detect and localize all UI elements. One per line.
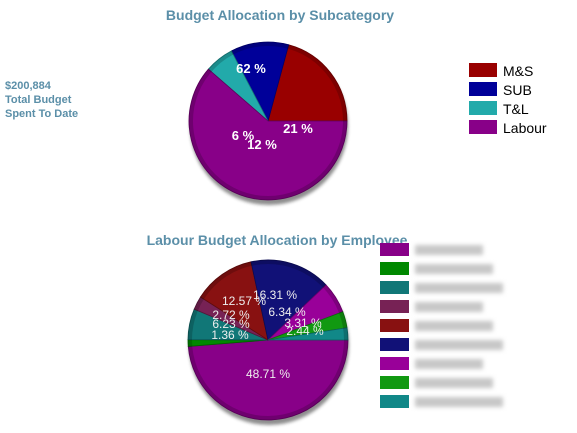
legend-swatch bbox=[469, 82, 497, 96]
pie-data-label: 1.36 % bbox=[211, 328, 249, 342]
pie1-slices bbox=[188, 41, 348, 201]
total-budget-label: Total Budget bbox=[5, 94, 72, 106]
pie-data-label: 2.72 % bbox=[212, 308, 250, 322]
legend-item bbox=[380, 243, 483, 256]
pie2-data-labels: 48.71 % 1.36 %6.23 %2.72 %12.57 %16.31 % 6… bbox=[211, 288, 324, 381]
pie-slice bbox=[199, 261, 269, 341]
pie1-data-labels: 21 % 12 %6 % 62 % bbox=[232, 61, 313, 152]
legend-swatch bbox=[380, 395, 409, 408]
legend-item bbox=[380, 319, 493, 332]
legend-item: Labour bbox=[469, 120, 547, 136]
pie-slice bbox=[188, 68, 348, 201]
legend-swatch bbox=[380, 262, 409, 275]
legend-swatch bbox=[380, 243, 409, 256]
total-budget-summary: $200,884 Total Budget Spent To Date bbox=[5, 80, 78, 120]
pie-slice bbox=[267, 44, 348, 122]
legend-label-obscured bbox=[415, 264, 493, 274]
subcategory-pie-chart: Budget Allocation by Subcategory 21 % 12 … bbox=[166, 7, 547, 205]
legend-item bbox=[380, 281, 503, 294]
legend-item bbox=[380, 262, 493, 275]
pie-data-label: 6.23 % bbox=[212, 317, 250, 331]
employee-pie-chart: Labour Budget Allocation by Employee 48.… bbox=[147, 232, 503, 425]
pie-data-label: 12.57 % bbox=[222, 294, 266, 308]
pie-slice bbox=[267, 327, 349, 341]
legend-swatch bbox=[380, 281, 409, 294]
pie-slice bbox=[250, 259, 327, 341]
legend-swatch bbox=[380, 338, 409, 351]
pie-data-label: 6 % bbox=[232, 128, 255, 143]
legend-label: Labour bbox=[503, 120, 547, 136]
pie-slice bbox=[187, 339, 349, 421]
legend-label: SUB bbox=[503, 82, 532, 98]
pie-rim bbox=[189, 42, 347, 200]
pie-data-label: 48.71 % bbox=[246, 367, 290, 381]
legend-label-obscured bbox=[415, 397, 503, 407]
legend-item bbox=[380, 338, 503, 351]
chart2-legend bbox=[380, 243, 503, 408]
spent-to-date-label: Spent To Date bbox=[5, 108, 78, 120]
legend-item: M&S bbox=[469, 63, 533, 79]
legend-item bbox=[380, 376, 493, 389]
legend-swatch bbox=[469, 63, 497, 77]
legend-swatch bbox=[380, 376, 409, 389]
legend-swatch bbox=[469, 120, 497, 134]
pie-data-label: 6.34 % bbox=[268, 305, 306, 319]
total-budget-amount: $200,884 bbox=[5, 80, 52, 92]
legend-item: SUB bbox=[469, 82, 532, 98]
chart1-title: Budget Allocation by Subcategory bbox=[166, 7, 394, 23]
pie-data-label: 2.44 % bbox=[286, 324, 324, 338]
legend-item bbox=[380, 300, 483, 313]
legend-label-obscured bbox=[415, 359, 483, 369]
legend-label: M&S bbox=[503, 63, 533, 79]
legend-label-obscured bbox=[415, 245, 483, 255]
pie-rim bbox=[188, 260, 348, 420]
pie-data-label: 12 % bbox=[247, 137, 277, 152]
legend-item bbox=[380, 357, 483, 370]
legend-swatch bbox=[380, 357, 409, 370]
legend-item bbox=[380, 395, 503, 408]
legend-label-obscured bbox=[415, 378, 493, 388]
legend-label-obscured bbox=[415, 321, 493, 331]
legend-swatch bbox=[380, 300, 409, 313]
legend-swatch bbox=[380, 319, 409, 332]
legend-item: T&L bbox=[469, 101, 529, 117]
legend-label: T&L bbox=[503, 101, 529, 117]
chart2-title: Labour Budget Allocation by Employee bbox=[147, 232, 408, 248]
pie-data-label: 3.31 % bbox=[284, 316, 322, 330]
pie-data-label: 16.31 % bbox=[253, 288, 297, 302]
legend-label-obscured bbox=[415, 283, 503, 293]
chart1-legend: M&S SUB T&L Labour bbox=[469, 63, 547, 136]
pie-data-label: 62 % bbox=[236, 61, 266, 76]
pie-data-label: 21 % bbox=[283, 121, 313, 136]
legend-swatch bbox=[469, 101, 497, 115]
legend-label-obscured bbox=[415, 340, 503, 350]
legend-label-obscured bbox=[415, 302, 483, 312]
pie2-slices bbox=[187, 259, 349, 421]
